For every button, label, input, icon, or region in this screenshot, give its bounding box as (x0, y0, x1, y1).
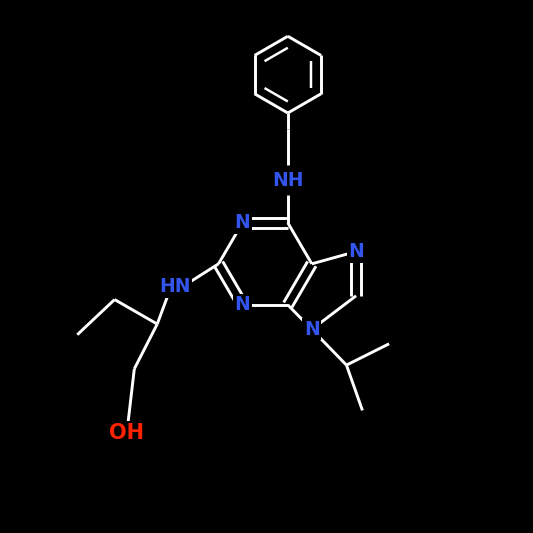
Text: OH: OH (109, 423, 144, 443)
Text: N: N (235, 295, 251, 314)
Text: N: N (304, 320, 320, 339)
Text: NH: NH (272, 171, 304, 190)
Text: N: N (235, 213, 251, 232)
Text: HN: HN (159, 277, 191, 296)
Text: N: N (348, 242, 364, 261)
